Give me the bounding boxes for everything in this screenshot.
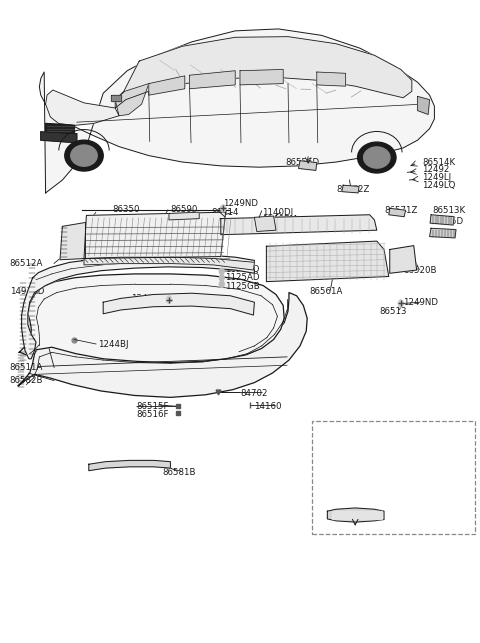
Circle shape: [219, 281, 224, 287]
Text: 86513: 86513: [379, 307, 407, 316]
Polygon shape: [46, 90, 119, 125]
Polygon shape: [390, 246, 417, 273]
Polygon shape: [254, 216, 276, 231]
Polygon shape: [190, 71, 235, 89]
Text: 86516F: 86516F: [137, 410, 169, 419]
Circle shape: [398, 300, 404, 307]
Polygon shape: [342, 185, 359, 193]
Polygon shape: [221, 215, 377, 235]
Text: 92201: 92201: [346, 457, 373, 466]
Polygon shape: [240, 69, 283, 85]
Polygon shape: [389, 208, 406, 217]
Polygon shape: [299, 161, 317, 170]
Text: 86514K: 86514K: [422, 158, 456, 167]
Text: 1125GB: 1125GB: [225, 282, 259, 291]
Polygon shape: [327, 508, 384, 522]
Text: 86571Z: 86571Z: [384, 206, 418, 215]
Polygon shape: [84, 212, 226, 258]
Text: 1125KQ: 1125KQ: [225, 265, 259, 274]
Polygon shape: [149, 76, 185, 95]
Text: 1249ND: 1249ND: [131, 294, 166, 303]
Circle shape: [220, 204, 226, 212]
Circle shape: [219, 268, 224, 275]
Ellipse shape: [364, 147, 390, 168]
Text: 12492: 12492: [422, 165, 450, 174]
Text: 1125AD: 1125AD: [225, 273, 259, 282]
Text: 1140EM: 1140EM: [262, 215, 297, 224]
Ellipse shape: [358, 142, 396, 173]
Text: 86561A: 86561A: [310, 287, 343, 296]
Polygon shape: [317, 72, 346, 86]
Text: 86512A: 86512A: [10, 259, 43, 268]
Text: 86513K: 86513K: [432, 206, 465, 215]
Text: 1244BJ: 1244BJ: [98, 340, 129, 349]
Polygon shape: [115, 84, 149, 116]
Text: 86582B: 86582B: [10, 376, 43, 385]
Text: 86515F: 86515F: [137, 402, 169, 411]
Polygon shape: [430, 228, 456, 238]
Polygon shape: [60, 222, 85, 260]
Text: 1249LJ: 1249LJ: [422, 173, 452, 182]
Text: 14160: 14160: [254, 402, 282, 411]
Text: 1249LQ: 1249LQ: [422, 181, 456, 190]
Polygon shape: [115, 37, 412, 108]
Polygon shape: [169, 212, 199, 220]
Circle shape: [166, 296, 172, 303]
Text: 86556D: 86556D: [286, 158, 320, 167]
Text: 1249ND: 1249ND: [223, 199, 258, 208]
Polygon shape: [18, 293, 307, 397]
Polygon shape: [418, 96, 430, 114]
Text: 1249ND: 1249ND: [403, 298, 438, 307]
Ellipse shape: [71, 145, 97, 167]
Text: 86520B: 86520B: [403, 266, 437, 275]
Polygon shape: [332, 511, 382, 519]
Text: 84702: 84702: [240, 389, 267, 398]
Polygon shape: [39, 29, 434, 193]
Polygon shape: [111, 95, 121, 101]
Text: 1491AD: 1491AD: [10, 287, 44, 296]
Bar: [312, 421, 475, 534]
Text: 86555D: 86555D: [430, 217, 464, 226]
Polygon shape: [46, 123, 74, 134]
Text: 86572Z: 86572Z: [336, 185, 370, 194]
Text: 86511A: 86511A: [10, 363, 43, 372]
Polygon shape: [41, 132, 77, 143]
Text: 1334CA: 1334CA: [62, 226, 96, 235]
Polygon shape: [19, 274, 284, 363]
Text: 86581B: 86581B: [162, 468, 196, 477]
Polygon shape: [84, 257, 254, 270]
Circle shape: [219, 275, 224, 281]
Text: 1140DJ: 1140DJ: [262, 208, 293, 217]
Text: 92202: 92202: [346, 448, 373, 457]
Text: 86590: 86590: [170, 205, 198, 214]
Polygon shape: [266, 241, 389, 282]
Text: (W/FOG LAMP): (W/FOG LAMP): [323, 426, 392, 435]
Text: 86514: 86514: [211, 208, 239, 217]
Polygon shape: [103, 293, 254, 315]
Text: 18647: 18647: [353, 480, 380, 489]
Polygon shape: [22, 255, 254, 359]
Text: 86350: 86350: [113, 205, 140, 214]
Polygon shape: [89, 460, 170, 471]
Ellipse shape: [65, 140, 103, 171]
Polygon shape: [430, 215, 454, 225]
